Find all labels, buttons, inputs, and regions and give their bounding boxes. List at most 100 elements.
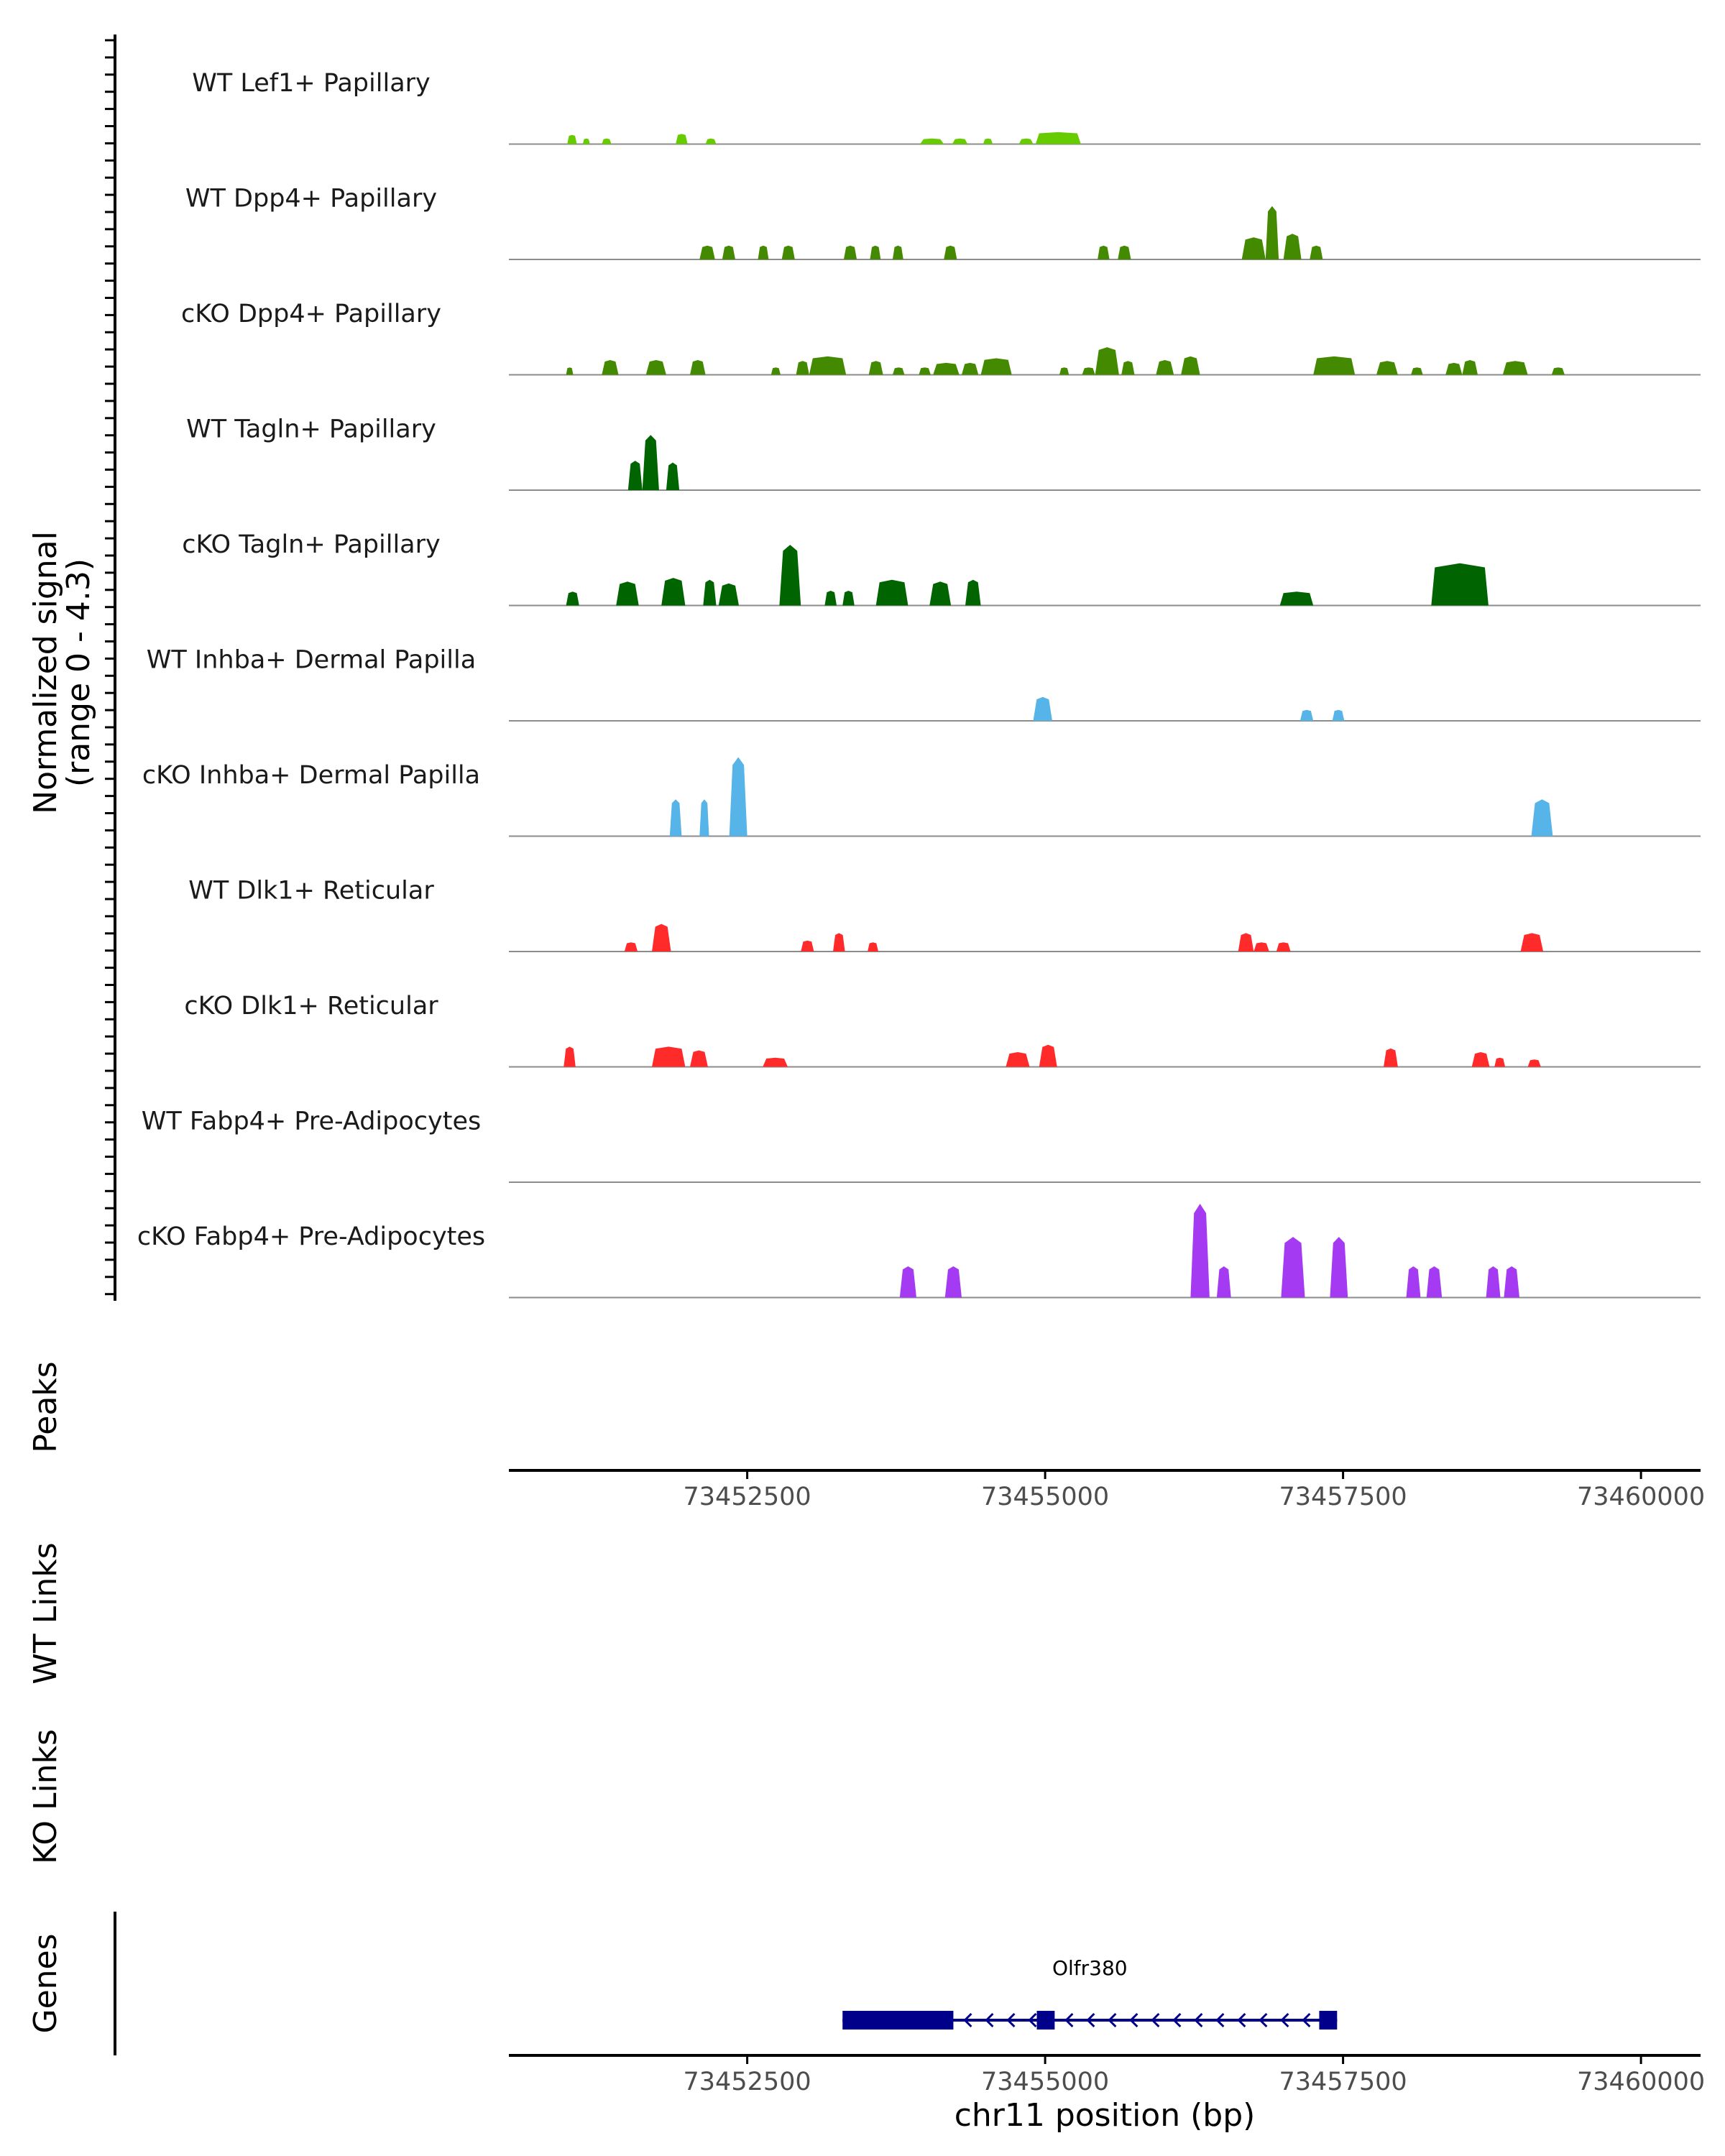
peaks-x-tick-label: 73455000 bbox=[981, 1483, 1109, 1511]
strand-arrow bbox=[1172, 2012, 1182, 2028]
signal-peak bbox=[1095, 347, 1119, 375]
signal-peak bbox=[1431, 563, 1489, 606]
strand-arrow bbox=[1215, 2012, 1225, 2028]
signal-peak bbox=[868, 942, 878, 952]
signal-peak bbox=[1384, 1048, 1398, 1067]
track-1: WT Lef1+ Papillary bbox=[192, 69, 1701, 145]
signal-peak bbox=[718, 583, 739, 606]
signal-peak bbox=[1406, 1266, 1421, 1298]
signal-peak bbox=[1486, 1266, 1501, 1298]
signal-peak bbox=[582, 138, 590, 144]
track-8: WT Dlk1+ Reticular bbox=[188, 877, 1701, 952]
signal-peak bbox=[1181, 356, 1200, 375]
signal-peak bbox=[1551, 367, 1565, 375]
signal-peak bbox=[661, 578, 686, 606]
track-label: WT Dlk1+ Reticular bbox=[188, 877, 434, 906]
signal-peak bbox=[1531, 799, 1553, 837]
signal-peak bbox=[690, 1050, 708, 1067]
signal-peak bbox=[965, 579, 981, 606]
signal-peak bbox=[669, 799, 682, 837]
signal-peak bbox=[980, 358, 1012, 375]
signal-peak bbox=[944, 245, 957, 259]
signal-peak bbox=[1216, 1266, 1231, 1298]
signal-peak bbox=[602, 360, 619, 375]
signal-peak bbox=[1283, 234, 1302, 259]
signal-peak bbox=[1279, 591, 1314, 606]
signal-peak bbox=[892, 245, 903, 259]
signal-peak bbox=[1300, 709, 1314, 721]
signal-peak bbox=[781, 245, 795, 259]
signal-peak bbox=[566, 367, 574, 375]
track-6: WT Inhba+ Dermal Papilla bbox=[147, 646, 1701, 722]
signal-peak bbox=[796, 361, 809, 375]
genes-x-axis-ticks: 73452500 73455000 73457500 73460000 bbox=[684, 2055, 1705, 2096]
signal-peak bbox=[699, 799, 709, 837]
y-axis-ticks bbox=[105, 39, 115, 1296]
gene-annotations: Olfr380 bbox=[842, 1956, 1338, 2030]
gene-name-label: Olfr380 bbox=[1052, 1956, 1128, 1980]
signal-peak bbox=[624, 942, 638, 952]
signal-peak bbox=[676, 134, 688, 144]
signal-peak bbox=[983, 138, 993, 144]
signal-peak bbox=[952, 138, 968, 144]
signal-peak bbox=[899, 1266, 916, 1298]
genes-x-tick-label: 73455000 bbox=[981, 2068, 1109, 2096]
track-7: cKO Inhba+ Dermal Papilla bbox=[142, 757, 1701, 837]
genes-row-label: Genes bbox=[27, 1933, 64, 2033]
signal-peak bbox=[722, 245, 735, 259]
signal-peak bbox=[920, 138, 944, 144]
signal-peak bbox=[824, 591, 837, 606]
signal-peak bbox=[1118, 245, 1131, 259]
signal-peak bbox=[564, 1046, 576, 1067]
signal-peak bbox=[1411, 367, 1423, 375]
track-3: cKO Dpp4+ Papillary bbox=[181, 300, 1701, 376]
strand-arrow bbox=[1108, 2012, 1117, 2028]
track-label: cKO Dlk1+ Reticular bbox=[184, 992, 438, 1021]
strand-arrow bbox=[1237, 2012, 1246, 2028]
track-label: WT Dpp4+ Papillary bbox=[185, 185, 437, 213]
signal-peak bbox=[690, 360, 706, 375]
signal-peak bbox=[868, 361, 883, 375]
track-label: WT Inhba+ Dermal Papilla bbox=[147, 646, 476, 675]
strand-arrow bbox=[1129, 2012, 1138, 2028]
signal-peak bbox=[1471, 1052, 1490, 1067]
signal-peak bbox=[1082, 367, 1095, 375]
strand-arrow bbox=[985, 2012, 994, 2028]
signal-peak bbox=[567, 134, 577, 144]
x-axis-title: chr11 position (bp) bbox=[954, 2097, 1256, 2134]
signal-peak bbox=[703, 579, 717, 606]
signal-peak bbox=[1520, 933, 1544, 952]
wt-links-row-label: WT Links bbox=[27, 1542, 64, 1684]
track-label: cKO Dpp4+ Papillary bbox=[181, 300, 441, 328]
signal-peak bbox=[1502, 361, 1528, 375]
signal-peak bbox=[699, 245, 715, 259]
gene-exon bbox=[1319, 2011, 1338, 2030]
signal-peak bbox=[801, 940, 814, 952]
track-5: cKO Tagln+ Papillary bbox=[182, 530, 1701, 607]
signal-peak bbox=[1241, 237, 1266, 259]
signal-peak bbox=[929, 581, 952, 606]
strand-arrow bbox=[1259, 2012, 1268, 2028]
signal-peak bbox=[833, 933, 845, 952]
track-label: cKO Inhba+ Dermal Papilla bbox=[142, 761, 480, 790]
signal-peak bbox=[566, 591, 579, 606]
strand-arrow bbox=[1086, 2012, 1095, 2028]
signal-peak bbox=[652, 1046, 686, 1067]
signal-peak bbox=[1033, 696, 1052, 721]
signal-peak bbox=[1254, 942, 1269, 952]
signal-peak bbox=[602, 138, 612, 144]
genes-x-tick-label: 73452500 bbox=[684, 2068, 811, 2096]
signal-peak bbox=[1238, 933, 1254, 952]
signal-peak bbox=[1276, 942, 1291, 952]
signal-peak bbox=[1462, 360, 1478, 375]
signal-peak bbox=[1039, 1044, 1057, 1067]
signal-peak bbox=[645, 360, 666, 375]
track-label: WT Fabp4+ Pre-Adipocytes bbox=[142, 1107, 481, 1136]
signal-peak bbox=[1376, 361, 1398, 375]
signal-peak bbox=[1059, 367, 1070, 375]
signal-peak bbox=[666, 462, 680, 490]
strand-arrow bbox=[1064, 2012, 1074, 2028]
signal-peak bbox=[870, 245, 881, 259]
